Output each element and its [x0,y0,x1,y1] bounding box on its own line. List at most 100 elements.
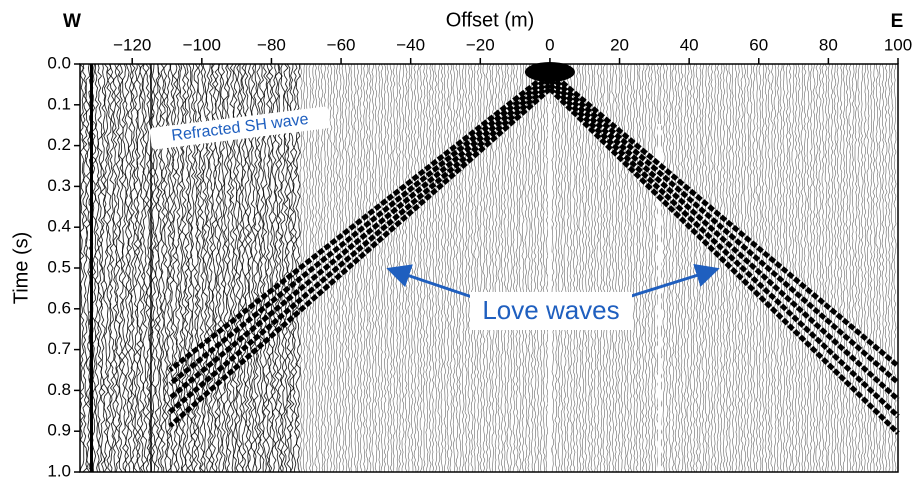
trace [377,63,381,473]
trace [845,63,849,473]
trace [449,63,453,473]
trace [470,63,474,473]
trace [773,63,777,473]
trace [731,63,735,473]
trace [782,63,786,473]
trace [665,63,669,473]
trace [557,63,561,473]
trace [374,63,378,473]
trace [836,63,840,473]
trace [662,63,666,473]
dead-trace [658,124,661,472]
trace [545,63,549,473]
trace [803,63,807,473]
trace [536,63,540,473]
trace [524,63,528,473]
label-bg [149,106,331,150]
arrow [386,264,476,300]
trace [881,63,885,473]
trace [410,63,414,473]
source-blob [524,62,575,82]
trace [515,63,519,473]
trace [785,63,789,473]
trace [154,63,160,473]
trace [103,63,109,473]
trace [329,63,333,473]
trace [770,63,774,473]
trace [85,63,91,473]
trace [467,63,471,473]
trace [560,63,564,473]
trace [428,63,432,473]
trace [779,63,783,473]
trace [617,63,621,473]
y-tick-label: 0.6 [47,298,71,317]
annotation: Love waves [482,295,619,325]
trace [797,63,801,473]
trace [593,63,597,473]
x-tick-label: 40 [680,35,699,54]
trace [518,63,522,473]
trace [806,63,810,473]
trace [398,63,402,473]
trace [833,63,837,473]
trace [82,63,88,473]
trace [554,63,558,473]
trace [341,63,345,473]
trace [551,63,555,473]
arrow [624,263,720,300]
trace [863,63,867,473]
trace [674,63,678,473]
trace [446,63,450,473]
trace [761,63,765,473]
trace [452,63,456,473]
trace [527,63,531,473]
y-tick-label: 0.3 [47,176,71,195]
trace [569,63,573,473]
trace [401,63,405,472]
trace [677,63,681,473]
trace [542,63,546,473]
trace [419,63,423,473]
trace [827,63,831,473]
trace [641,63,645,473]
trace [743,63,747,473]
trace [713,63,717,473]
trace [386,63,390,473]
trace [614,63,618,473]
trace [707,63,711,473]
y-tick-label: 0.5 [47,257,71,276]
love-stripe [548,82,900,419]
trace [572,63,576,473]
trace [866,63,870,473]
y-tick-label: 0.2 [47,135,71,154]
trace [100,63,106,473]
trace [893,63,897,473]
trace [740,63,744,473]
trace [359,63,363,473]
trace [455,63,459,473]
trace [130,63,136,473]
trace [133,63,139,473]
trace [332,63,336,473]
trace [758,63,762,473]
trace [563,63,567,473]
trace [626,63,630,473]
trace [704,63,708,473]
trace [650,63,654,473]
trace [608,63,612,472]
trace [566,63,570,473]
trace [371,63,375,473]
label-bg [470,292,632,330]
trace [380,63,384,473]
love-stripe [168,70,552,372]
trace [365,63,369,473]
trace [695,63,699,473]
trace [689,63,693,473]
trace [422,63,426,473]
trace [764,63,768,473]
trace [629,64,633,473]
love-stripe [168,78,552,400]
love-stripe [168,82,552,414]
